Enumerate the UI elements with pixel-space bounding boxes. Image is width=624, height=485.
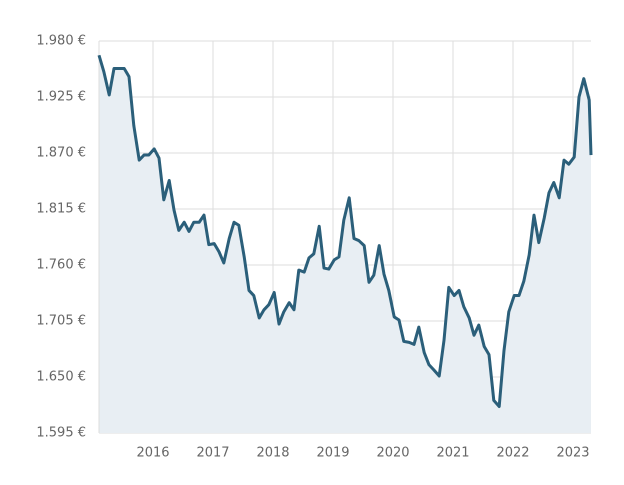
- y-tick-label: 1.650 €: [36, 370, 86, 385]
- x-tick-label: 2020: [376, 446, 409, 461]
- x-tick-label: 2018: [256, 446, 289, 461]
- x-tick-label: 2019: [316, 446, 349, 461]
- price-line: [97, 54, 593, 409]
- x-tick-label: 2023: [556, 446, 589, 461]
- y-tick-label: 1.870 €: [36, 146, 86, 161]
- y-tick-label: 1.595 €: [36, 426, 86, 441]
- y-tick-label: 1.815 €: [36, 202, 86, 217]
- y-tick-label: 1.705 €: [36, 314, 86, 329]
- y-tick-label: 1.980 €: [36, 34, 86, 49]
- area-fill: [99, 55, 591, 433]
- y-tick-label: 1.925 €: [36, 90, 86, 105]
- y-tick-label: 1.760 €: [36, 258, 86, 273]
- x-tick-label: 2017: [196, 446, 229, 461]
- x-tick-label: 2022: [496, 446, 529, 461]
- x-tick-label: 2016: [136, 446, 169, 461]
- x-tick-label: 2021: [436, 446, 469, 461]
